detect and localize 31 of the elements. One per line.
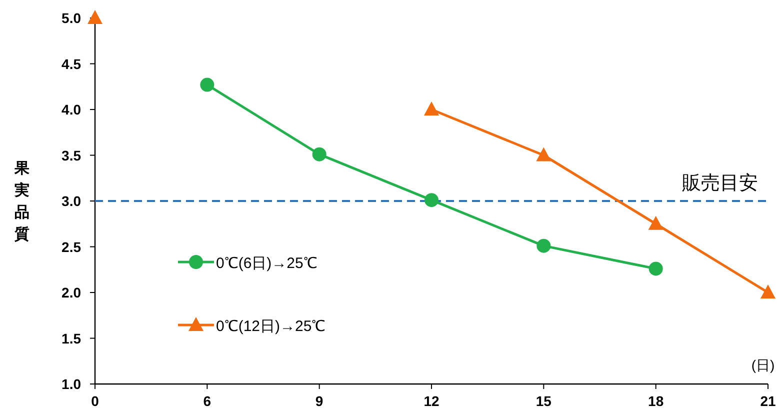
y-tick-label: 3.0	[62, 193, 82, 209]
point	[200, 78, 214, 92]
x-tick-label: 18	[648, 393, 664, 409]
ref-line-label: 販売目安	[682, 172, 758, 194]
x-tick-label: 0	[91, 393, 100, 409]
x-tick-label: 6	[203, 393, 212, 409]
y-tick-label: 5.0	[62, 10, 82, 26]
y-axis-title: 果実品質	[14, 160, 30, 243]
y-tick-label: 2.5	[62, 238, 82, 255]
point	[88, 10, 102, 24]
x-tick-label: 9	[315, 393, 324, 409]
y-tick-label: 4.0	[62, 102, 82, 118]
y-tick-label: 2.0	[62, 284, 82, 300]
y-tick-label: 1.5	[62, 330, 82, 346]
x-tick-label: 12	[424, 393, 440, 409]
legend-label: 0℃(6日)→25℃	[216, 255, 318, 272]
legend-label: 0℃(12日)→25℃	[216, 318, 326, 335]
point	[648, 216, 664, 230]
x-tick-label: 15	[536, 393, 552, 409]
point	[536, 238, 551, 253]
x-tick-label: 21	[760, 393, 776, 409]
point	[648, 262, 663, 276]
y-tick-label: 3.5	[62, 147, 82, 164]
point	[760, 284, 776, 298]
point	[424, 193, 438, 208]
y-tick-label: 4.5	[62, 56, 82, 72]
y-tick-label: 1.0	[62, 376, 82, 392]
point	[536, 147, 552, 162]
point	[424, 102, 439, 116]
x-axis-title: (日)	[751, 357, 775, 373]
point	[312, 147, 326, 162]
